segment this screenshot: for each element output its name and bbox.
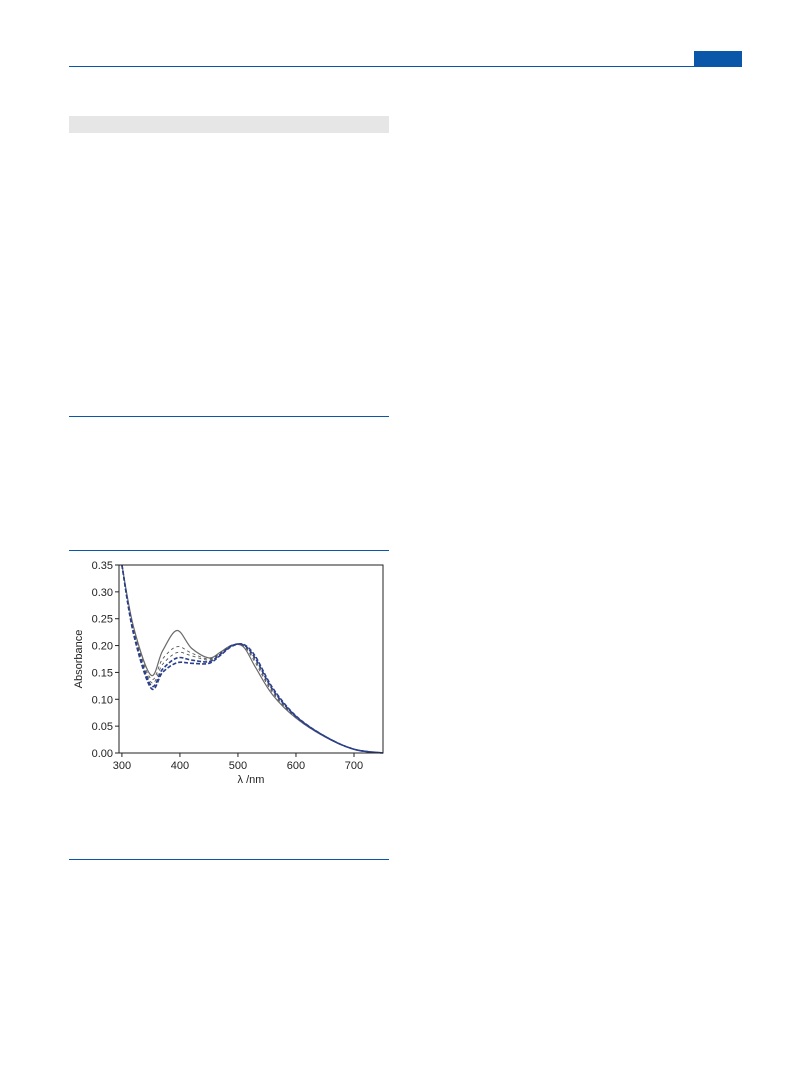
series-line-1 bbox=[121, 564, 384, 754]
series-line-2 bbox=[121, 564, 384, 754]
y-tick-label: 0.25 bbox=[92, 614, 113, 626]
section-band bbox=[69, 116, 389, 133]
series-line-3 bbox=[121, 564, 384, 754]
x-tick-label: 300 bbox=[113, 760, 131, 772]
y-axis-label: Absorbance bbox=[73, 630, 85, 689]
x-tick-label: 700 bbox=[345, 760, 363, 772]
series-line-5 bbox=[121, 564, 384, 754]
header-tab bbox=[694, 51, 742, 66]
figure-top-rule bbox=[69, 550, 389, 551]
header-rule bbox=[69, 66, 742, 67]
plot-frame bbox=[118, 564, 384, 754]
y-tick-label: 0.35 bbox=[92, 560, 113, 572]
absorbance-chart: 300 400 500 600 700 0.00 0.05 0.10 0.15 0.20 0.25 0… bbox=[73, 560, 384, 786]
y-tick-label: 0.30 bbox=[92, 587, 113, 599]
y-tick-label: 0.20 bbox=[92, 641, 113, 653]
figure-bottom-rule bbox=[69, 859, 389, 860]
x-tick-label: 600 bbox=[287, 760, 305, 772]
y-tick-label: 0.00 bbox=[92, 748, 113, 760]
plot-lines bbox=[121, 564, 384, 754]
x-tick-label: 500 bbox=[229, 760, 247, 772]
x-tick-label: 400 bbox=[171, 760, 189, 772]
y-tick-label: 0.10 bbox=[92, 694, 113, 706]
section-rule-1 bbox=[69, 416, 389, 417]
x-axis-label: λ /nm bbox=[238, 774, 265, 786]
axis-ticks: 300 400 500 600 700 0.00 0.05 0.10 0.15 0.20 0.25 0… bbox=[92, 560, 364, 772]
y-tick-label: 0.15 bbox=[92, 667, 113, 679]
series-line-4 bbox=[121, 564, 384, 754]
y-tick-label: 0.05 bbox=[92, 721, 113, 733]
